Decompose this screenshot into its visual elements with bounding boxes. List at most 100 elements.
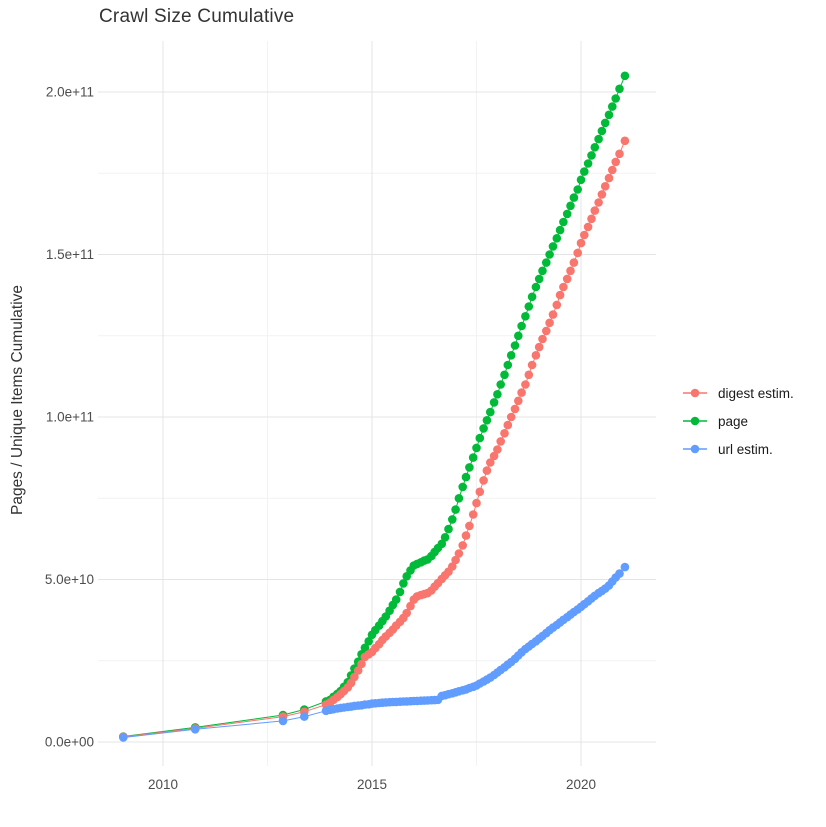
data-point [454, 549, 464, 558]
data-point [531, 282, 541, 292]
data-point [514, 396, 523, 406]
y-axis-tick-label: 5.0e+10 [45, 572, 94, 587]
data-point [500, 370, 509, 380]
data-point [451, 555, 460, 565]
data-point [506, 351, 516, 360]
data-point [594, 198, 603, 207]
data-point [364, 637, 374, 646]
data-point [479, 476, 488, 485]
data-point [353, 666, 363, 675]
data-point [545, 318, 554, 328]
data-point [600, 118, 610, 128]
data-point [454, 494, 464, 503]
data-point [444, 524, 453, 534]
data-point [479, 424, 488, 433]
data-point [399, 579, 408, 588]
data-point [402, 608, 412, 618]
data-point [482, 466, 492, 475]
data-point [451, 505, 460, 514]
data-point [521, 380, 530, 389]
data-point [576, 175, 586, 185]
data-point [458, 541, 468, 550]
data-point [534, 274, 544, 284]
data-point [604, 173, 614, 183]
data-point [580, 230, 589, 240]
data-point [486, 407, 495, 417]
data-point [620, 71, 630, 81]
data-point [583, 159, 593, 168]
data-point [461, 531, 471, 540]
data-point [517, 388, 526, 397]
data-point [521, 312, 530, 321]
data-point [468, 453, 478, 462]
data-point [608, 165, 617, 175]
series-digest-estim [119, 136, 630, 742]
data-point [569, 258, 579, 267]
data-point [552, 300, 562, 310]
data-point [360, 643, 370, 653]
data-point [510, 404, 520, 414]
data-point [448, 562, 457, 571]
data-point [448, 515, 457, 524]
data-point [566, 201, 575, 211]
chart-title: Crawl Size Cumulative [99, 6, 295, 27]
data-point [493, 445, 502, 454]
data-point [493, 390, 502, 399]
data-point [190, 725, 200, 734]
data-point [534, 342, 544, 352]
data-point [587, 151, 596, 160]
legend-label: page [718, 413, 749, 429]
data-point [620, 136, 630, 146]
data-point [587, 214, 596, 224]
data-point [566, 266, 575, 276]
data-point [611, 94, 620, 103]
data-point [465, 521, 474, 531]
data-point [465, 463, 474, 472]
data-point [615, 149, 624, 159]
data-point [514, 331, 523, 341]
x-axis-tick-label: 2015 [357, 777, 387, 792]
data-point [119, 733, 128, 742]
series-url-estim [119, 562, 630, 742]
data-point [482, 416, 492, 425]
data-point [569, 193, 579, 202]
legend-label: digest estim. [718, 385, 794, 401]
data-point [472, 443, 481, 453]
data-point [615, 569, 624, 578]
data-point [559, 217, 568, 227]
data-point [608, 102, 617, 111]
data-point [527, 292, 537, 302]
data-point [562, 209, 572, 219]
y-axis-tick-label: 1.5e+11 [46, 247, 94, 262]
legend-key-point [690, 416, 700, 426]
data-point [506, 412, 516, 422]
data-point [555, 225, 565, 235]
data-point [597, 190, 607, 199]
data-point [395, 587, 405, 597]
data-point [594, 134, 603, 144]
data-point [615, 84, 624, 94]
data-point [597, 126, 607, 136]
data-point [440, 533, 450, 542]
data-point [472, 498, 481, 508]
data-point [576, 238, 586, 248]
data-point [278, 716, 288, 726]
data-point [486, 458, 495, 467]
legend-key-point [690, 388, 700, 398]
data-point [552, 234, 562, 243]
data-point [542, 326, 551, 336]
data-point [545, 250, 554, 259]
data-point [562, 274, 572, 284]
data-point [461, 472, 471, 482]
data-point [555, 290, 565, 300]
data-point [583, 222, 593, 232]
data-point [350, 672, 359, 682]
x-axis-tick-label: 2020 [566, 777, 596, 792]
data-point [489, 451, 499, 461]
legend-key-line-point-icon [683, 444, 707, 454]
x-axis-tick-label: 2010 [148, 777, 178, 792]
data-point [524, 370, 534, 380]
data-point [573, 248, 582, 258]
